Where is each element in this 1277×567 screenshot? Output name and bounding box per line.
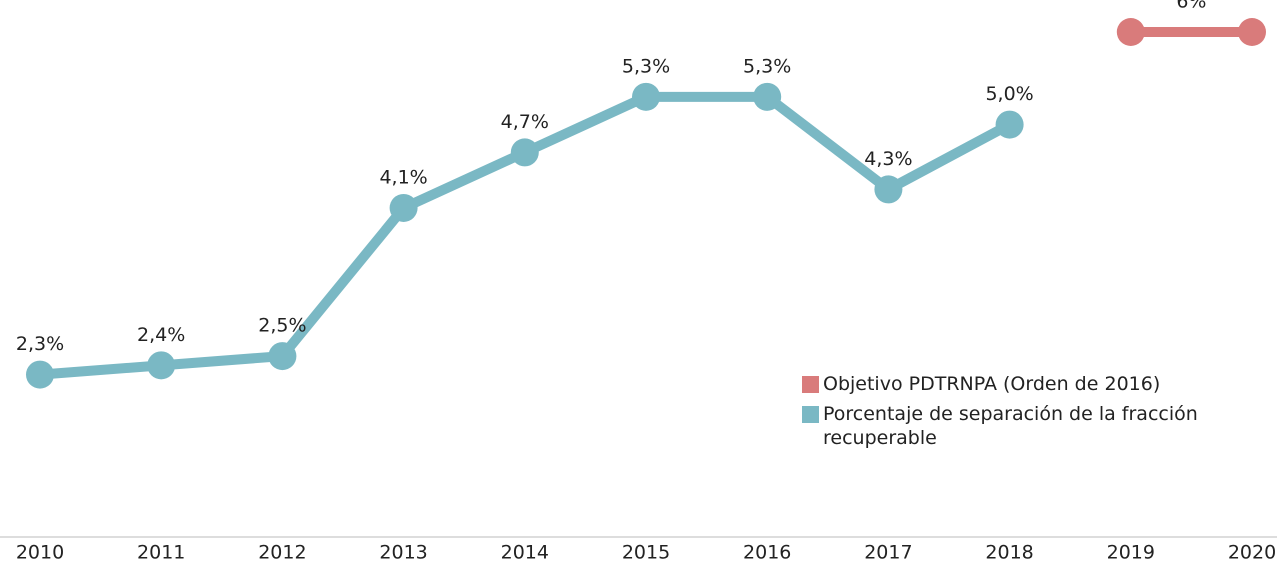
marker — [1238, 18, 1266, 46]
marker — [147, 351, 176, 380]
data-label: 2,4% — [137, 324, 185, 346]
legend-item: Objetivo PDTRNPA (Orden de 2016) — [802, 372, 1242, 396]
data-label: 4,7% — [501, 111, 549, 133]
marker — [268, 342, 297, 371]
x-tick-label: 2016 — [743, 542, 791, 564]
marker — [26, 360, 54, 389]
x-tick-label: 2015 — [622, 542, 670, 564]
data-label: 2,5% — [258, 315, 306, 337]
x-tick-label: 2014 — [501, 542, 549, 564]
x-tick-label: 2012 — [258, 542, 306, 564]
data-label: 6% — [1176, 0, 1206, 13]
data-label: 4,3% — [864, 148, 912, 170]
marker — [753, 82, 782, 111]
marker — [1116, 18, 1145, 46]
x-tick-label: 2010 — [16, 542, 64, 564]
legend-item: Porcentaje de separación de la fracción … — [802, 402, 1242, 450]
legend-label: Porcentaje de separación de la fracción … — [823, 403, 1198, 449]
data-label: 5,0% — [985, 83, 1033, 105]
legend-swatch — [802, 376, 819, 393]
marker — [874, 175, 903, 204]
x-tick-label: 2019 — [1107, 542, 1155, 564]
data-label: 2,3% — [16, 333, 64, 355]
x-tick-label: 2020 — [1228, 542, 1276, 564]
x-tick-label: 2011 — [137, 542, 185, 564]
data-label: 4,1% — [379, 166, 427, 188]
x-tick-label: 2013 — [379, 542, 427, 564]
marker — [632, 82, 660, 111]
legend-swatch — [802, 406, 819, 423]
data-label: 5,3% — [622, 55, 670, 77]
marker — [389, 193, 418, 222]
marker — [510, 138, 539, 167]
marker — [995, 110, 1024, 139]
legend-label: Objetivo PDTRNPA (Orden de 2016) — [823, 373, 1161, 395]
legend: Objetivo PDTRNPA (Orden de 2016) Porcenta… — [802, 372, 1242, 456]
data-label: 5,3% — [743, 55, 791, 77]
x-tick-label: 2018 — [985, 542, 1033, 564]
x-tick-label: 2017 — [864, 542, 912, 564]
